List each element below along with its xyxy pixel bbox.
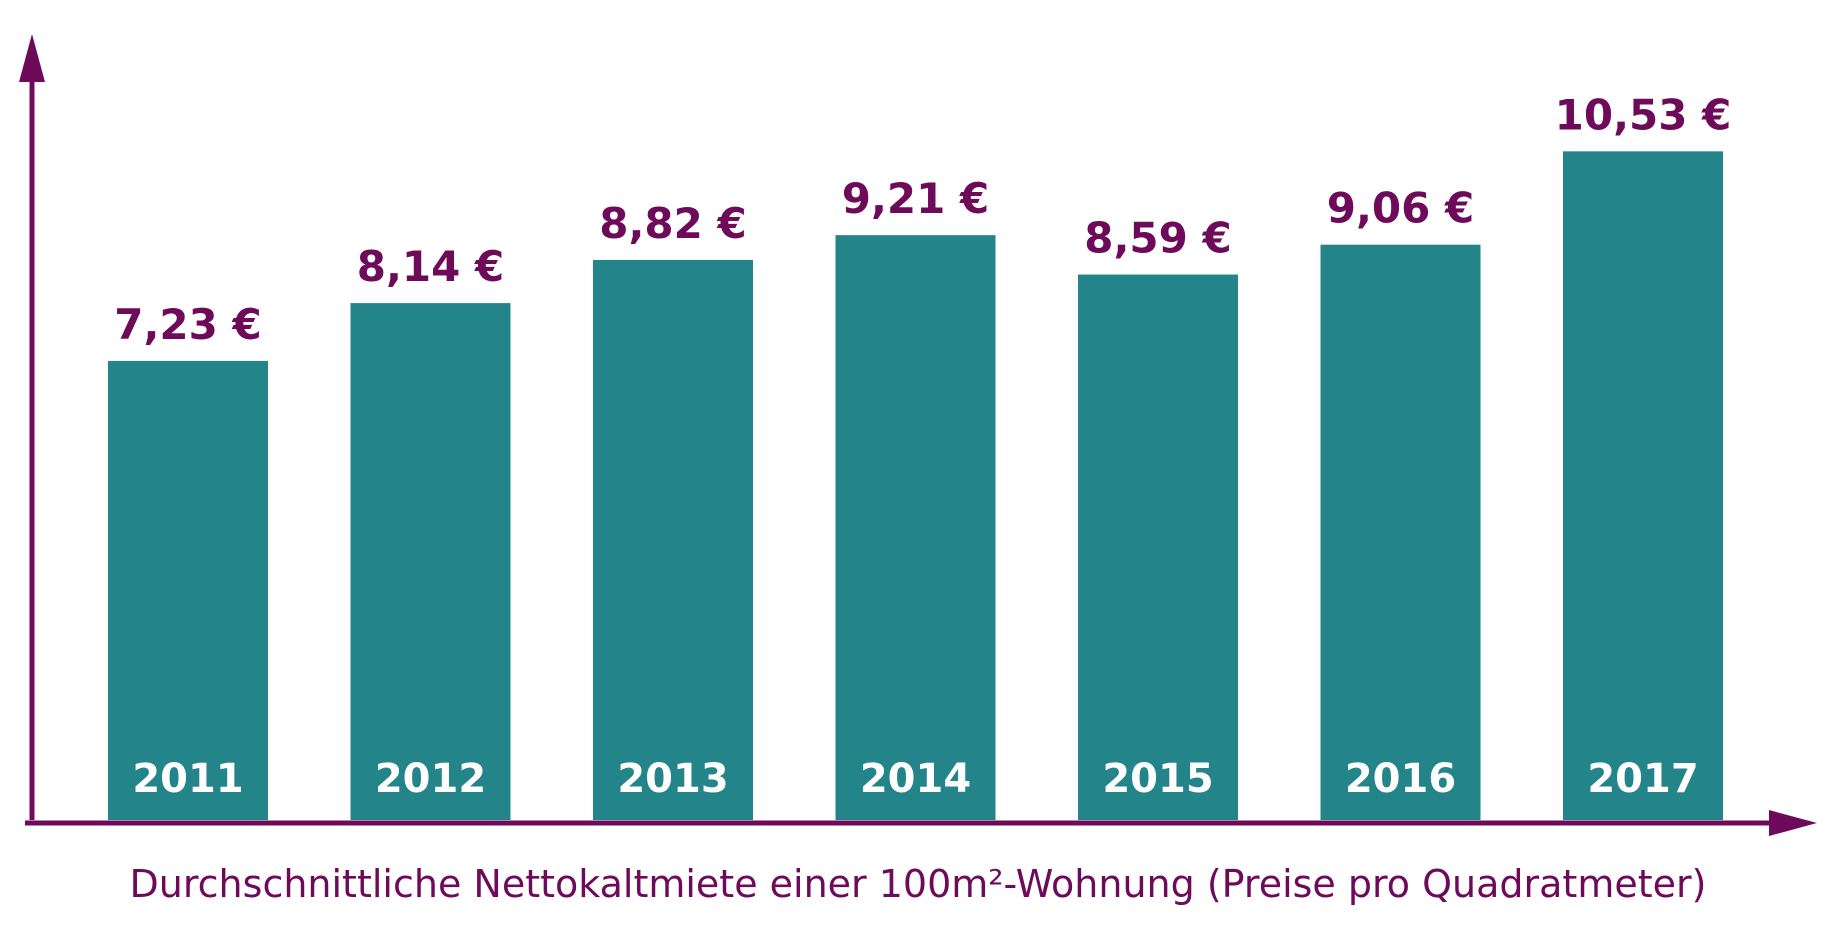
bar-2012	[350, 303, 511, 820]
category-label-2015: 2015	[1102, 756, 1213, 802]
value-label-2013: 8,82 €	[599, 199, 746, 248]
value-label-2016: 9,06 €	[1327, 184, 1474, 233]
x-axis-arrow	[1769, 810, 1817, 836]
category-label-2016: 2016	[1345, 756, 1456, 802]
category-label-2014: 2014	[860, 756, 971, 802]
value-label-2017: 10,53 €	[1555, 90, 1732, 139]
bar-2014	[835, 235, 996, 821]
category-label-2012: 2012	[375, 756, 486, 802]
bar-2017	[1563, 151, 1723, 821]
axes-group	[19, 34, 1817, 836]
bar-2011	[108, 360, 268, 820]
y-axis-arrow	[19, 34, 45, 82]
x-axis-label: Durchschnittliche Nettokaltmiete einer 1…	[130, 862, 1707, 906]
value-label-2014: 9,21 €	[842, 174, 989, 223]
category-label-2013: 2013	[617, 756, 728, 802]
value-label-2012: 8,14 €	[357, 242, 504, 291]
category-label-2017: 2017	[1587, 756, 1698, 802]
bars-group: 7,23 € 2011 8,14 € 2012 8,82 € 2013 9,21 € 2014…	[108, 90, 1732, 821]
bar-2016	[1320, 244, 1481, 820]
value-label-2011: 7,23 €	[114, 300, 261, 349]
bar-2013	[593, 259, 753, 820]
value-label-2015: 8,59 €	[1084, 214, 1231, 263]
bar-2015	[1078, 274, 1238, 820]
category-label-2011: 2011	[132, 756, 243, 802]
